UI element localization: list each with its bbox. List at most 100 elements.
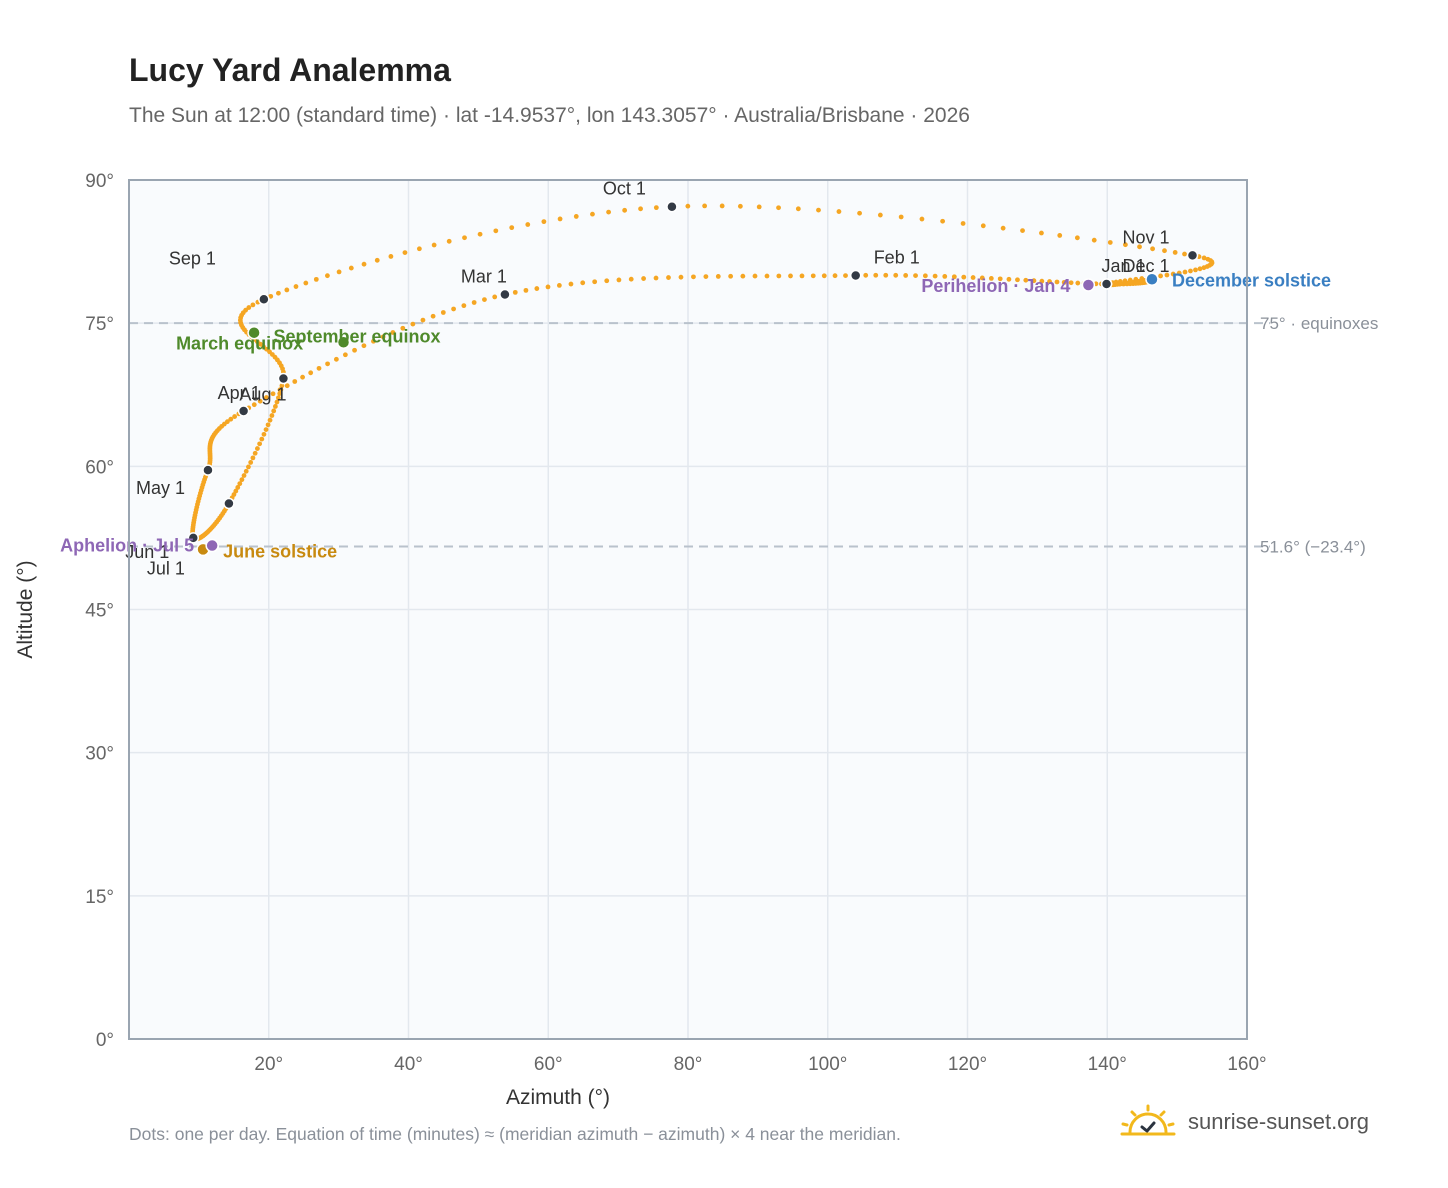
daily-sun-dot — [1015, 277, 1020, 283]
daily-sun-dot — [255, 446, 260, 451]
month-label: Apr 1 — [218, 383, 261, 403]
daily-sun-dot — [246, 305, 252, 310]
daily-sun-dot — [616, 277, 622, 283]
daily-sun-dot — [1074, 235, 1080, 241]
y-tick-label: 75° — [85, 314, 114, 335]
daily-sun-dot — [940, 218, 946, 224]
daily-sun-dot — [1158, 273, 1163, 279]
daily-sun-dot — [1193, 267, 1198, 273]
daily-sun-dot — [1162, 248, 1167, 254]
daily-sun-dot — [919, 216, 925, 222]
daily-sun-dot — [979, 275, 985, 281]
daily-sun-dot — [942, 274, 948, 279]
daily-sun-dot — [374, 257, 380, 263]
daily-sun-dot — [492, 294, 498, 300]
daily-sun-dot — [1039, 278, 1045, 284]
daily-sun-dot — [251, 402, 257, 408]
event-marker — [205, 538, 219, 553]
daily-sun-dot — [523, 287, 529, 293]
month-marker — [277, 372, 290, 385]
daily-sun-dot — [402, 250, 408, 256]
daily-sun-dot — [960, 221, 966, 226]
daily-sun-dot — [877, 212, 883, 218]
daily-sun-dot — [279, 383, 285, 389]
daily-sun-dot — [271, 408, 277, 414]
month-marker — [1186, 249, 1199, 262]
daily-sun-dot — [276, 395, 281, 401]
daily-sun-dot — [482, 297, 487, 302]
daily-sun-dot — [580, 280, 586, 286]
daily-sun-dot — [308, 370, 314, 376]
daily-sun-dot — [832, 273, 838, 279]
x-tick-label: 60° — [534, 1054, 563, 1075]
daily-sun-dot — [799, 273, 805, 279]
daily-sun-dot — [250, 455, 256, 461]
daily-sun-dot — [776, 273, 782, 279]
daily-sun-dot — [263, 427, 269, 432]
month-label: Sep 1 — [169, 248, 216, 268]
daily-sun-dot — [737, 203, 743, 209]
daily-sun-dot — [361, 261, 367, 267]
daily-sun-dot — [1031, 278, 1037, 284]
month-marker — [223, 497, 235, 510]
daily-sun-dot — [970, 275, 976, 280]
daily-sun-dot — [1107, 240, 1113, 245]
daily-sun-dot — [932, 273, 938, 279]
daily-sun-dot — [270, 391, 276, 397]
daily-sun-dot — [243, 468, 249, 474]
daily-sun-dot — [893, 272, 899, 278]
daily-sun-dot — [816, 207, 821, 213]
month-label: Dec 1 — [1123, 256, 1170, 276]
footnote: Dots: one per day. Equation of time (min… — [129, 1124, 901, 1144]
event-label: December solstice — [1172, 270, 1331, 290]
daily-sun-dot — [300, 374, 305, 380]
daily-sun-dot — [1006, 276, 1012, 282]
daily-sun-dot — [590, 211, 595, 217]
month-label: Jul 1 — [147, 559, 185, 579]
event-marker — [1145, 272, 1159, 287]
chart-subtitle: The Sun at 12:00 (standard time) · lat -… — [129, 104, 970, 127]
daily-sun-dot — [702, 203, 708, 209]
daily-sun-dot — [431, 242, 437, 248]
daily-sun-dot — [653, 205, 659, 211]
daily-sun-dot — [267, 417, 273, 423]
x-tick-label: 20° — [254, 1054, 283, 1075]
daily-sun-dot — [380, 334, 386, 340]
daily-sun-dot — [641, 276, 646, 281]
daily-sun-dot — [239, 477, 245, 483]
daily-sun-dot — [719, 203, 725, 209]
daily-sun-dot — [477, 231, 483, 237]
daily-sun-dot — [653, 275, 659, 281]
daily-sun-dot — [1057, 233, 1063, 238]
daily-sun-dot — [1061, 279, 1067, 285]
daily-sun-dot — [248, 460, 254, 465]
daily-sun-dot — [277, 391, 283, 396]
daily-sun-dot — [232, 414, 238, 419]
event-label: June solstice — [223, 541, 337, 561]
x-tick-label: 120° — [948, 1054, 987, 1075]
daily-sun-dot — [462, 235, 467, 241]
y-tick-label: 45° — [85, 601, 114, 622]
daily-sun-dot — [261, 431, 267, 437]
daily-sun-dot — [371, 338, 376, 344]
month-label: Nov 1 — [1122, 227, 1169, 247]
daily-sun-dot — [241, 473, 247, 478]
daily-sun-dot — [461, 303, 467, 309]
daily-sun-dot — [246, 464, 251, 470]
month-marker — [666, 200, 678, 213]
daily-sun-dot — [352, 347, 357, 353]
x-tick-label: 100° — [808, 1054, 847, 1075]
daily-sun-dot — [685, 203, 691, 209]
daily-sun-dot — [606, 209, 611, 215]
daily-sun-dot — [303, 280, 309, 286]
brand-logo[interactable]: sunrise-sunset.org — [1120, 1104, 1369, 1140]
daily-sun-dot — [1068, 280, 1074, 286]
y-tick-label: 30° — [85, 744, 114, 765]
month-marker — [849, 269, 862, 282]
daily-sun-dot — [293, 284, 299, 289]
daily-sun-dot — [361, 343, 367, 349]
daily-sun-dot — [1117, 281, 1123, 287]
daily-sun-dot — [752, 273, 758, 279]
month-label: May 1 — [136, 478, 185, 498]
